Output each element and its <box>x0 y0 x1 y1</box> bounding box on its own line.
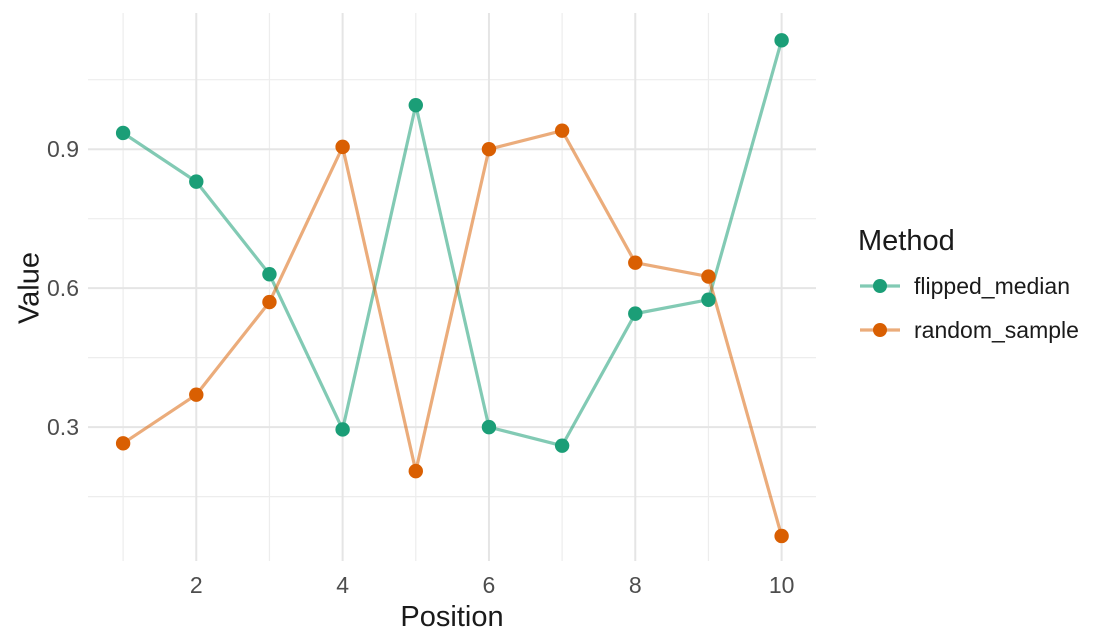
data-point-flipped_median <box>481 419 497 435</box>
x-tick-label: 4 <box>336 572 349 598</box>
y-tick-label: 0.6 <box>47 275 79 301</box>
legend-label: random_sample <box>914 316 1079 343</box>
data-point-flipped_median <box>189 174 204 189</box>
legend-key-line-dot-icon <box>860 279 900 293</box>
legend-item-flipped-median: flipped_median <box>858 271 1070 301</box>
x-tick-label: 6 <box>483 572 496 598</box>
x-tick-label: 2 <box>190 572 203 598</box>
data-point-random_sample <box>189 387 204 402</box>
x-axis-title: Position <box>400 601 504 633</box>
data-point-flipped_median <box>774 33 789 48</box>
y-tick-label: 0.9 <box>47 136 79 162</box>
y-tick-label: 0.3 <box>47 414 79 440</box>
legend-item-random-sample: random_sample <box>858 315 1079 345</box>
data-point-random_sample <box>481 141 497 157</box>
data-point-random_sample <box>628 255 643 270</box>
legend-title: Method <box>858 225 955 257</box>
data-point-random_sample <box>774 528 789 544</box>
data-point-flipped_median <box>701 292 716 307</box>
data-point-random_sample <box>554 123 570 138</box>
data-point-random_sample <box>115 436 131 451</box>
data-point-random_sample <box>262 294 277 310</box>
series-line-random_sample <box>122 129 784 537</box>
y-axis-title: Value <box>13 251 46 325</box>
data-point-flipped_median <box>262 267 277 282</box>
x-tick-label: 8 <box>629 572 642 598</box>
data-point-random_sample <box>701 269 716 284</box>
legend-key-line-dot-icon <box>860 323 900 337</box>
series-line-flipped_median <box>122 39 784 448</box>
legend: Method flipped_median random_sample <box>858 225 1098 342</box>
data-point-flipped_median <box>554 438 570 453</box>
data-point-random_sample <box>408 463 423 479</box>
data-point-random_sample <box>335 139 350 155</box>
data-point-flipped_median <box>628 306 643 321</box>
x-tick-label: 10 <box>769 572 795 598</box>
data-point-flipped_median <box>408 97 423 113</box>
data-point-flipped_median <box>115 125 131 141</box>
data-point-flipped_median <box>335 422 350 437</box>
legend-label: flipped_median <box>914 272 1071 299</box>
